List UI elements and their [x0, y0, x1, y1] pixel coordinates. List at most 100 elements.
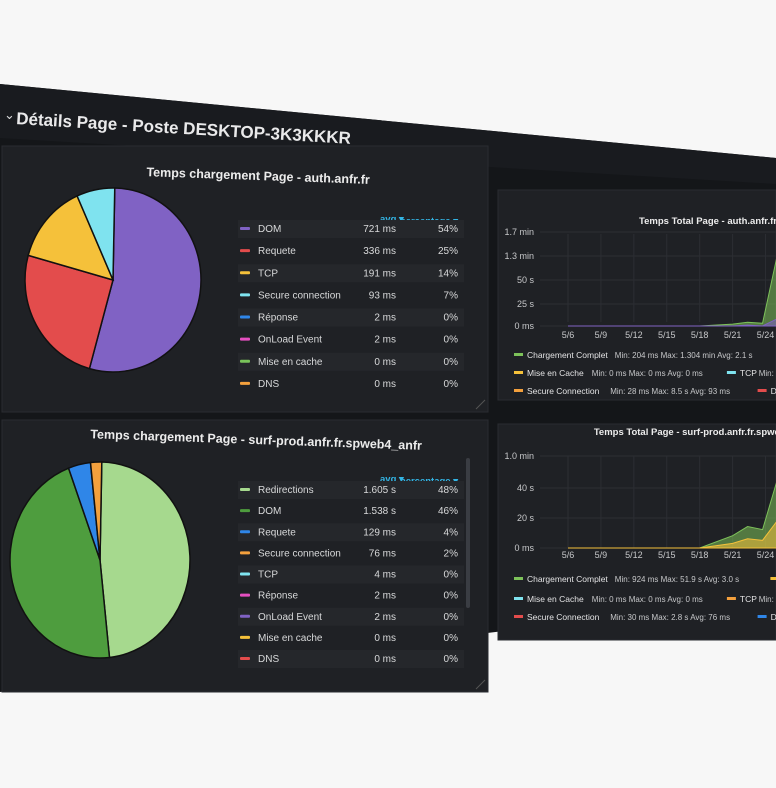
legend-row[interactable]: Secure connection 93 ms 7%	[240, 290, 458, 301]
resize-handle-icon[interactable]	[475, 679, 486, 690]
pie-slice-redirections[interactable]	[99, 461, 191, 659]
series-legend-item[interactable]: DNSMin: 0 ms Max: 0	[757, 612, 776, 622]
legend-row[interactable]: TCP 4 ms 0%	[238, 565, 464, 584]
legend-percentage-value: 0%	[444, 335, 459, 346]
pie-slice-dom[interactable]	[88, 187, 202, 373]
series-legend-item[interactable]: RedirectionM	[770, 574, 776, 584]
legend-swatch	[757, 615, 767, 618]
legend-avg-value: 129 ms	[363, 527, 396, 538]
legend-percentage-value: 0%	[444, 313, 459, 324]
legend-label: Mise en cache	[258, 357, 323, 368]
legend-swatch	[240, 509, 250, 513]
y-tick-label: 1.0 min	[504, 451, 534, 461]
pie-slice-secure-connection[interactable]	[89, 461, 103, 561]
legend-label: DOM	[258, 506, 281, 517]
avg-column-header[interactable]: avg ▾	[380, 474, 405, 485]
legend-row[interactable]: Mise en cache 0 ms 0%	[238, 352, 464, 371]
series-name: Chargement Complet	[527, 350, 608, 360]
series-legend-item[interactable]: Mise en Cache Min: 0 ms Max: 0 ms Avg: 0 …	[514, 594, 703, 604]
resize-handle-icon[interactable]	[475, 399, 486, 410]
x-tick-label: 5/24	[757, 550, 775, 560]
x-tick-label: 5/6	[562, 330, 575, 340]
panel-row-2: Temps chargement Page - surf-prod.anfr.f…	[1, 419, 776, 693]
avg-column-header[interactable]: avg ▾	[380, 214, 405, 225]
legend-row[interactable]: Mise en cache 0 ms 0%	[240, 633, 458, 644]
y-tick-label: 20 s	[517, 513, 535, 523]
legend-swatch	[240, 359, 250, 363]
x-tick-label: 5/21	[724, 330, 742, 340]
series-legend-item[interactable]: Chargement Complet Min: 924 ms Max: 51.9 …	[514, 574, 739, 584]
series-name: Chargement Complet	[527, 574, 608, 584]
legend-label: DNS	[258, 379, 279, 390]
legend-row-bg	[238, 650, 464, 668]
legend-percentage-value: 0%	[444, 357, 459, 368]
panel-title[interactable]: Temps Total Page - surf-prod.anfr.fr.spw…	[594, 427, 776, 438]
legend-swatch	[240, 271, 250, 275]
x-tick-label: 5/6	[562, 550, 575, 560]
pie-slice-requete[interactable]	[24, 254, 114, 370]
series-legend-item[interactable]: DNSMin: 0 ms Max: 0	[757, 386, 776, 396]
legend-swatch	[240, 614, 250, 618]
legend-row[interactable]: Redirections 1.605 s 48%	[238, 481, 464, 499]
series-legend-item[interactable]: Chargement Complet Min: 204 ms Max: 1.304…	[514, 350, 753, 360]
legend-row[interactable]: OnLoad Event 2 ms 0%	[240, 335, 458, 346]
legend-row[interactable]: Requete 129 ms 4%	[238, 523, 464, 542]
pie-chart	[9, 461, 191, 659]
legend-row[interactable]: DNS 0 ms 0%	[240, 379, 458, 390]
legend-row[interactable]: Secure connection 76 ms 2%	[240, 548, 458, 559]
legend-swatch	[240, 635, 250, 639]
pie-panel: Temps chargement Page - auth.anfr.fravg …	[1, 145, 489, 413]
collapse-chevron-icon[interactable]: ⌄	[4, 107, 15, 122]
series-name: TCP	[740, 368, 757, 378]
pie-slice-tcp[interactable]	[27, 194, 115, 282]
pie-panel: Temps chargement Page - surf-prod.anfr.f…	[1, 419, 489, 693]
legend-avg-value: 2 ms	[374, 313, 396, 324]
series-area-redirection[interactable]	[568, 520, 776, 549]
legend-swatch	[240, 551, 250, 555]
series-area-secure-connection[interactable]	[568, 318, 776, 327]
x-tick-label: 5/18	[691, 550, 709, 560]
legend-percentage-value: 25%	[438, 246, 458, 257]
series-stats: Min: 30 ms Max: 2.8 s Avg: 76 ms	[610, 613, 730, 622]
legend-swatch	[240, 488, 250, 491]
legend-row-bg	[238, 220, 464, 238]
legend-scrollbar[interactable]	[466, 458, 470, 608]
pie-slice-secure-connection[interactable]	[76, 187, 116, 281]
legend-row[interactable]: TCP 191 ms 14%	[238, 264, 464, 283]
series-name: Secure Connection	[527, 612, 600, 622]
legend-percentage-value: 0%	[444, 591, 459, 602]
legend-swatch	[240, 572, 250, 576]
legend-row[interactable]: DOM 1.538 s 46%	[240, 506, 458, 517]
legend-percentage-value: 0%	[444, 654, 459, 665]
legend-row-bg	[238, 565, 464, 584]
panel-title[interactable]: Temps Total Page - auth.anfr.fr	[639, 216, 776, 227]
legend-row-bg	[238, 352, 464, 371]
legend-row[interactable]: Requete 336 ms 25%	[240, 246, 458, 257]
legend-row[interactable]: Réponse 2 ms 0%	[240, 591, 458, 602]
legend-percentage-value: 4%	[444, 527, 459, 538]
legend-swatch	[240, 293, 250, 297]
timeseries-panel-frame	[497, 423, 776, 641]
legend-avg-value: 721 ms	[363, 224, 396, 235]
legend-percentage-value: 14%	[438, 268, 458, 279]
legend-swatch	[240, 593, 250, 597]
series-legend-item[interactable]: Secure Connection Min: 28 ms Max: 8.5 s A…	[514, 386, 730, 396]
series-name: Mise en Cache	[527, 594, 584, 604]
legend-avg-value: 0 ms	[374, 357, 396, 368]
legend-row[interactable]: DNS 0 ms 0%	[238, 650, 464, 668]
series-stats: Min: 0 ms Max: 1	[759, 369, 776, 378]
legend-swatch	[770, 577, 776, 580]
legend-avg-value: 2 ms	[374, 612, 396, 623]
series-legend-item[interactable]: Secure Connection Min: 30 ms Max: 2.8 s A…	[514, 612, 730, 622]
legend-row[interactable]: OnLoad Event 2 ms 0%	[238, 607, 464, 626]
legend-avg-value: 0 ms	[374, 379, 396, 390]
legend-label: Requete	[258, 246, 296, 257]
legend-avg-value: 93 ms	[369, 290, 396, 301]
series-legend-item[interactable]: Mise en Cache Min: 0 ms Max: 0 ms Avg: 0 …	[514, 368, 703, 378]
y-tick-label: 1.7 min	[504, 227, 534, 237]
series-name: TCP	[740, 594, 757, 604]
legend-row[interactable]: DOM 721 ms 54%	[238, 220, 464, 238]
legend-row[interactable]: Réponse 2 ms 0%	[238, 308, 464, 327]
